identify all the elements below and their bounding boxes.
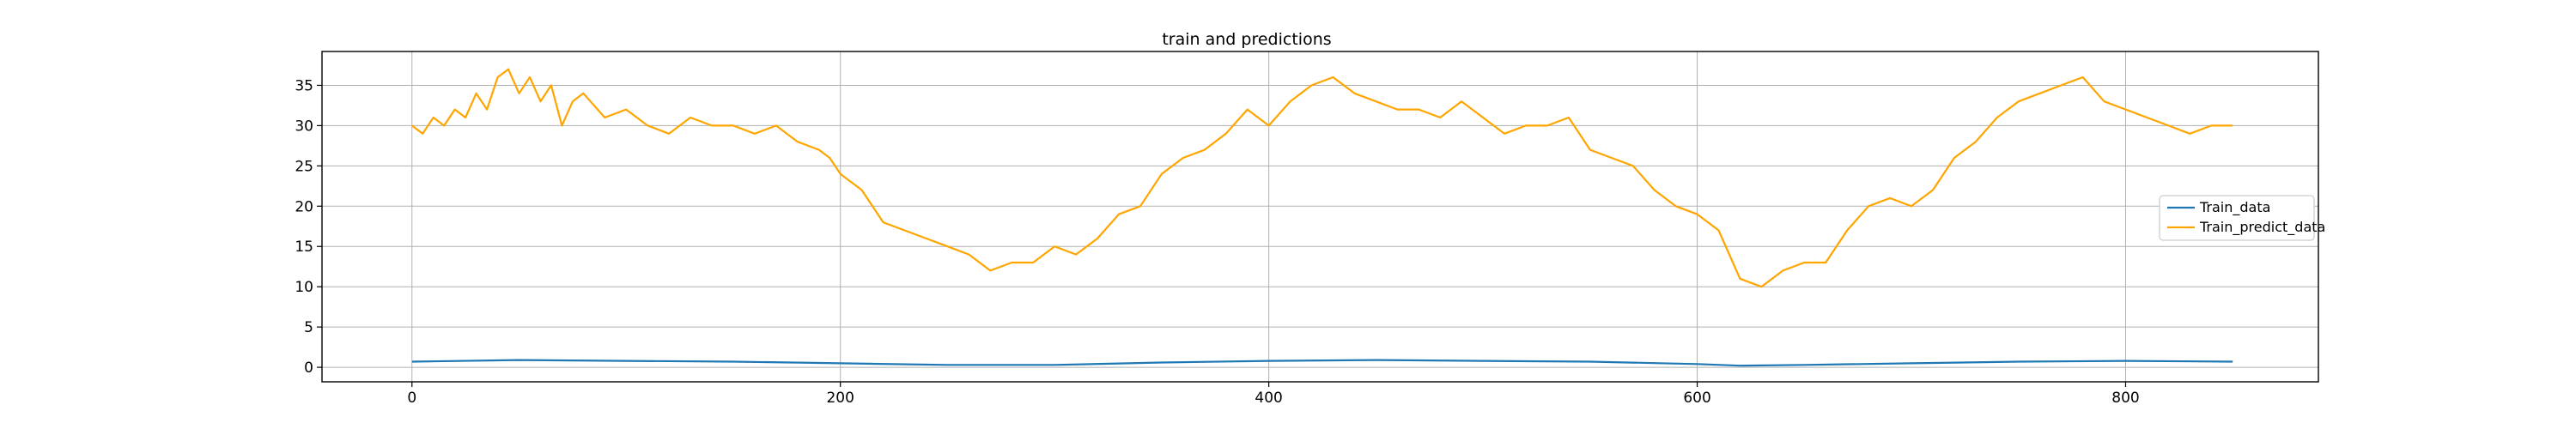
x-tick-label: 200 xyxy=(826,390,854,407)
y-tick-label: 0 xyxy=(304,360,313,377)
y-tick-label: 35 xyxy=(295,77,313,94)
y-tick-label: 20 xyxy=(295,198,313,215)
y-tick-label: 10 xyxy=(295,279,313,296)
plot-frame xyxy=(321,51,2319,383)
legend-label-train-predict-data: Train_predict_data xyxy=(2199,219,2325,236)
y-tick-label: 5 xyxy=(304,319,313,336)
x-tick-label: 800 xyxy=(2111,390,2139,407)
x-tick-label: 400 xyxy=(1255,390,1282,407)
y-tick-label: 30 xyxy=(295,118,313,135)
x-tick-label: 0 xyxy=(407,390,416,407)
y-tick-label: 15 xyxy=(295,239,313,256)
y-tick-label: 25 xyxy=(295,158,313,175)
legend-box xyxy=(2159,195,2315,241)
series-line-train-data xyxy=(411,359,2233,367)
x-tick-label: 600 xyxy=(1683,390,1710,407)
series-line-train-predict-data xyxy=(411,68,2233,288)
legend-label-train-data: Train_data xyxy=(2199,199,2270,216)
chart-title: train and predictions xyxy=(1162,30,1331,49)
legend: Train_data Train_predict_data xyxy=(2159,195,2325,241)
